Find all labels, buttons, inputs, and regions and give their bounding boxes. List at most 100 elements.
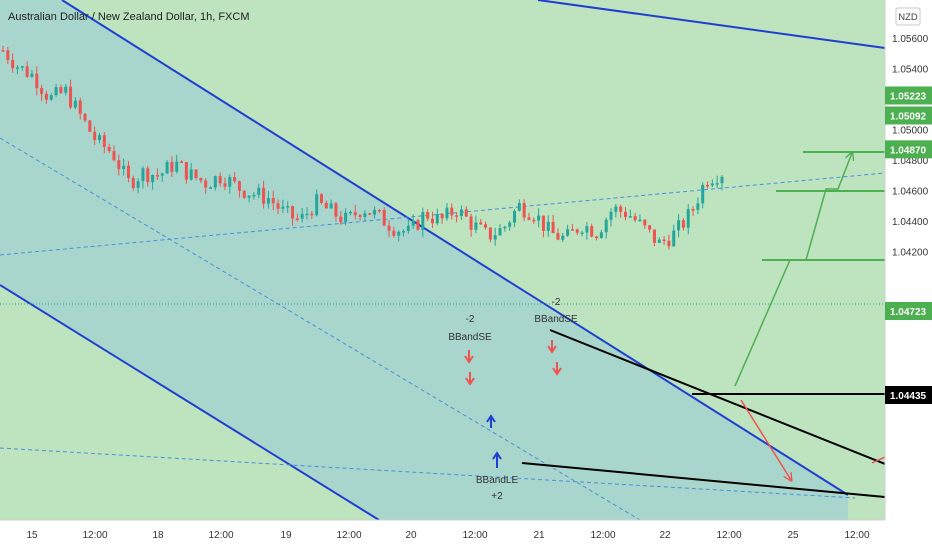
candle-body (69, 86, 73, 108)
currency-badge-box[interactable] (895, 7, 921, 26)
candle-body (93, 131, 97, 141)
candle-body (657, 239, 661, 243)
candle-body (513, 210, 517, 223)
price-level-label-3: 1.04723 (890, 307, 927, 318)
candle-body (566, 229, 570, 236)
candle-body (652, 229, 656, 243)
candle-body (151, 175, 155, 183)
candle-body (257, 187, 261, 195)
time-tick-11: 12:00 (716, 530, 741, 541)
candle-body (382, 209, 386, 226)
candle-body (194, 169, 198, 179)
candle-body (691, 209, 695, 211)
candle-body (474, 222, 478, 230)
candle-body (15, 67, 19, 69)
signal-buy-2-arrow-icon (486, 414, 496, 428)
candle-body (667, 240, 671, 247)
candle-body (213, 176, 217, 188)
candle-body (315, 194, 319, 216)
candle-body (638, 219, 642, 222)
candle-body (430, 218, 434, 224)
candle-body (30, 73, 34, 77)
candle-body (180, 161, 184, 164)
candle-body (435, 214, 439, 224)
candle-body (319, 194, 323, 203)
time-tick-6: 20 (405, 530, 417, 541)
signal-buy-1[interactable]: BBandLE +2 (476, 414, 519, 502)
candle-body (310, 213, 314, 216)
candle-body (570, 229, 574, 231)
time-tick-3: 12:00 (208, 530, 233, 541)
candle-body (305, 213, 309, 216)
candle-body (411, 220, 415, 226)
candle-body (609, 211, 613, 220)
candle-body (218, 176, 222, 184)
candle-body (141, 168, 145, 182)
candle-body (459, 209, 463, 216)
candle-body (551, 221, 555, 234)
bearish-projection-arrow (740, 399, 791, 480)
time-tick-1: 12:00 (82, 530, 107, 541)
signal-sell-2b-arrow-icon (552, 362, 562, 376)
candle-body (469, 216, 473, 230)
candle-body (1, 50, 5, 52)
lower-dashed-line (0, 447, 856, 499)
time-tick-13: 12:00 (844, 530, 869, 541)
candle-body (397, 231, 401, 236)
candle-body (686, 209, 690, 228)
candle-body (537, 215, 541, 221)
candle-body (532, 219, 536, 222)
signal-sell-1-count: -2 (466, 314, 475, 325)
candle-body (440, 214, 444, 219)
time-tick-5: 12:00 (336, 530, 361, 541)
candle-body (455, 215, 459, 217)
candle-body (633, 216, 637, 221)
candle-body (387, 225, 391, 231)
candle-body (580, 232, 584, 235)
candle-body (426, 212, 430, 219)
candle-body (720, 176, 724, 184)
candle-body (643, 219, 647, 226)
time-tick-7: 12:00 (462, 530, 487, 541)
candle-body (262, 187, 266, 204)
candle-body (599, 232, 603, 238)
price-level-box-2 (885, 140, 932, 159)
candle-body (590, 226, 594, 237)
red-edge-arrow-mark (871, 456, 885, 464)
price-tick-3: 1.05000 (892, 126, 929, 137)
currency-badge: NZD (898, 12, 918, 23)
time-tick-4: 19 (280, 530, 292, 541)
candle-body (54, 87, 58, 96)
candle-body (406, 225, 410, 232)
time-tick-10: 22 (659, 530, 671, 541)
candle-body (353, 211, 357, 216)
channel-upper-line (61, 0, 849, 496)
price-level-box-0 (885, 86, 932, 105)
candle-body (522, 203, 526, 218)
price-level-label-4: 1.04435 (890, 391, 927, 402)
candle-body (276, 203, 280, 209)
candle-body (450, 207, 454, 216)
candle-body (35, 73, 39, 89)
candle-body (488, 227, 492, 240)
candle-body (98, 135, 102, 141)
candle-body (237, 181, 241, 191)
signal-buy-1-count: +2 (491, 491, 503, 502)
candle-body (348, 211, 352, 214)
candle-body (334, 203, 338, 217)
signal-sell-1[interactable]: -2 BBandSE (448, 314, 492, 386)
candle-body (184, 162, 188, 180)
candle-body (165, 161, 169, 174)
candle-body (464, 209, 468, 217)
candle-body (78, 100, 82, 114)
signal-sell-2-arrow-icon (547, 340, 557, 354)
candle-body (696, 203, 700, 210)
candle-body (295, 218, 299, 220)
signal-sell-2[interactable]: -2 BBandSE (534, 297, 578, 376)
candle-body (64, 86, 68, 93)
candle-body (517, 203, 521, 211)
candle-body (527, 217, 531, 220)
candle-body (363, 213, 367, 217)
signal-buy-1-arrow-icon (492, 451, 502, 468)
